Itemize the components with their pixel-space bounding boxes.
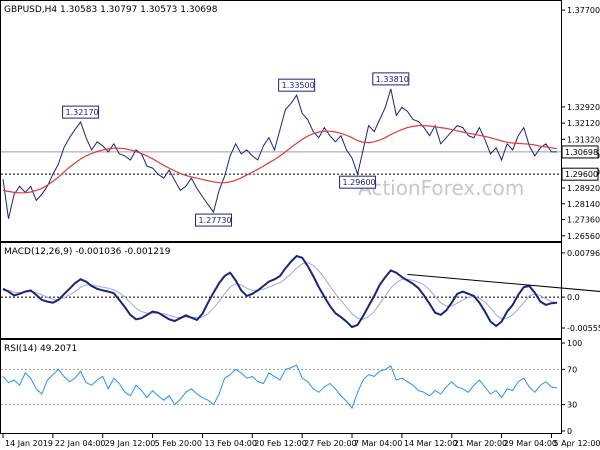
price-panel: GBPUSD,H4 1.30583 1.30797 1.30573 1.3069… bbox=[0, 0, 600, 242]
macd-y-tick-label: 0.007963 bbox=[567, 249, 600, 258]
price-annotation-box bbox=[195, 213, 233, 227]
price-annotation-label: 1.33500 bbox=[282, 81, 315, 90]
rsi-label: RSI(14) 49.2071 bbox=[4, 344, 77, 354]
price-y-tick-label: 1.27360 bbox=[567, 216, 600, 225]
price-series-line bbox=[2, 88, 557, 219]
price-annotation-label: 1.33810 bbox=[376, 75, 409, 84]
price-y-tick-label: 1.28140 bbox=[567, 200, 600, 209]
price-y-axis: 1.377001.329201.321201.313201.305201.297… bbox=[561, 6, 600, 241]
rsi-series-group bbox=[2, 364, 558, 410]
x-tick-label: 14 Mar 12:00 bbox=[404, 439, 457, 448]
support-price-label: 1.29600 bbox=[565, 170, 598, 179]
price-annotations: 1.32170 1.27730 1.33500 1.29600 1.33810 bbox=[62, 72, 410, 227]
macd-series-group bbox=[2, 254, 600, 329]
watermark: ActionForex.com bbox=[358, 176, 524, 200]
price-series-group bbox=[2, 88, 558, 219]
price-annotation-box bbox=[62, 105, 100, 119]
price-annotation-label: 1.29600 bbox=[343, 178, 376, 187]
rsi-y-tick-label: 0 bbox=[567, 427, 572, 436]
price-y-tick-label: 1.31320 bbox=[567, 135, 600, 144]
macd-panel: MACD(12,26,9) -0.001036 -0.001219 0.0079… bbox=[0, 242, 600, 339]
price-y-tick-label: 1.32120 bbox=[567, 119, 600, 128]
rsi-y-tick-label: 70 bbox=[567, 365, 577, 374]
x-tick-label: 14 Jan 2019 bbox=[5, 439, 53, 448]
macd-line bbox=[2, 254, 558, 329]
current-price-label: 1.30698 bbox=[565, 148, 598, 157]
x-tick-label: 5 Feb 20:00 bbox=[155, 439, 202, 448]
x-tick-label: 13 Feb 04:00 bbox=[204, 439, 256, 448]
current-price-box bbox=[561, 145, 599, 159]
price-annotation-label: 1.32170 bbox=[66, 108, 99, 117]
macd-y-axis: 0.007963 0.0 -0.005559 bbox=[561, 249, 600, 333]
x-tick-label: 21 Mar 20:00 bbox=[454, 439, 507, 448]
rsi-panel-frame bbox=[0, 339, 562, 434]
x-tick-label: 20 Feb 12:00 bbox=[254, 439, 306, 448]
x-tick-label: 29 Mar 04:00 bbox=[504, 439, 557, 448]
macd-trendline bbox=[407, 273, 600, 292]
rsi-y-tick-label: 30 bbox=[567, 401, 577, 410]
price-y-tick-label: 1.28920 bbox=[567, 184, 600, 193]
macd-panel-frame bbox=[0, 242, 562, 339]
price-annotation-box bbox=[339, 175, 377, 189]
price-y-tick-label: 1.37700 bbox=[567, 6, 600, 15]
macd-y-tick-label: -0.005559 bbox=[567, 324, 600, 333]
macd-signal-line bbox=[3, 262, 558, 320]
x-tick-label: 29 Jan 12:00 bbox=[105, 439, 156, 448]
price-y-tick-label: 1.26560 bbox=[567, 232, 600, 241]
macd-y-tick-label: 0.0 bbox=[567, 293, 580, 302]
x-tick-label: 5 Apr 12:00 bbox=[553, 439, 600, 448]
price-panel-frame bbox=[0, 0, 562, 242]
support-price-box bbox=[561, 167, 599, 181]
x-tick-label: 22 Jan 04:00 bbox=[55, 439, 106, 448]
price-annotation-label: 1.27730 bbox=[199, 216, 232, 225]
price-y-tick-label: 1.32920 bbox=[567, 103, 600, 112]
rsi-gridlines bbox=[1, 368, 561, 406]
macd-label: MACD(12,26,9) -0.001036 -0.001219 bbox=[4, 247, 171, 257]
x-tick-label: 27 Feb 20:00 bbox=[304, 439, 356, 448]
price-annotation-box bbox=[372, 72, 410, 86]
rsi-y-tick-label: 100 bbox=[567, 339, 582, 348]
rsi-y-axis: 100 70 30 0 bbox=[561, 339, 582, 436]
rsi-line bbox=[2, 364, 558, 410]
rsi-panel: RSI(14) 49.2071 100 70 30 0 bbox=[0, 339, 582, 436]
x-axis: 14 Jan 2019 22 Jan 04:00 29 Jan 12:00 5 Feb… bbox=[2, 434, 600, 448]
price-annotation-box bbox=[278, 78, 316, 92]
price-header: GBPUSD,H4 1.30583 1.30797 1.30573 1.3069… bbox=[4, 5, 218, 15]
moving-average-line bbox=[2, 125, 558, 194]
x-tick-label: 7 Mar 04:00 bbox=[354, 439, 402, 448]
